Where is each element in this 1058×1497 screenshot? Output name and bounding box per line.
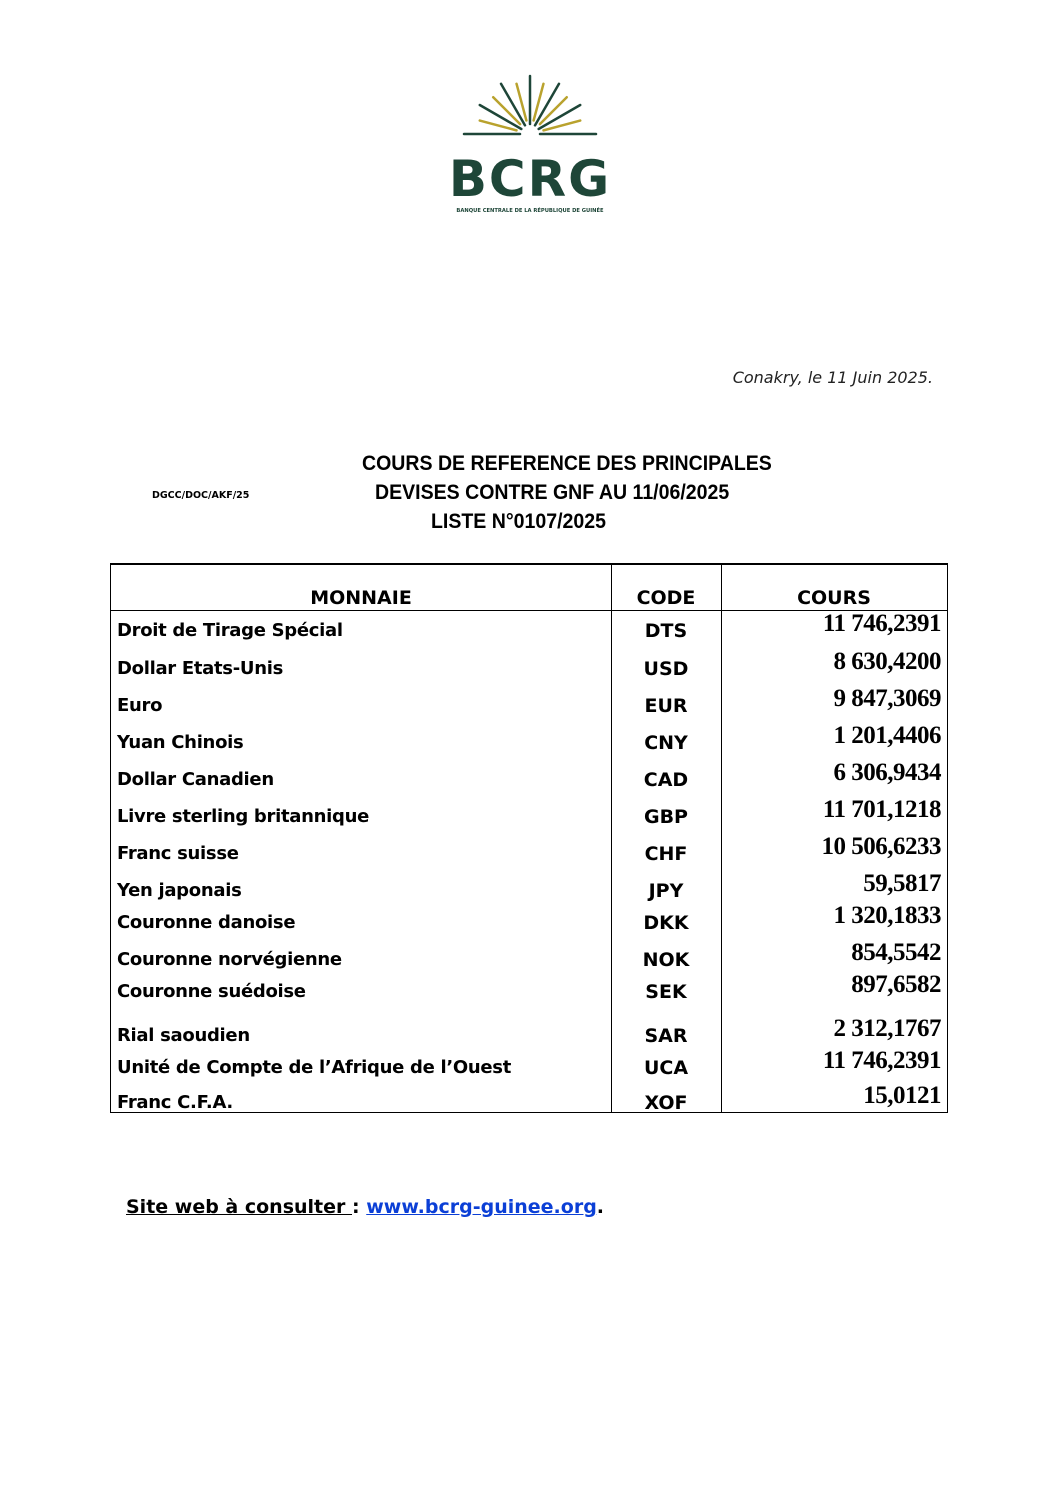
logo-subtitle: BANQUE CENTRALE DE LA RÉPUBLIQUE DE GUIN… [456, 206, 604, 214]
exchange-rate: 9 847,3069 [833, 685, 942, 712]
exchange-rate: 11 746,2391 [822, 610, 942, 637]
currency-code: CNY [644, 732, 688, 754]
title-line-1: COURS DE REFERENCE DES PRINCIPALES [362, 452, 772, 475]
logo-ray [532, 82, 545, 122]
logo-ray [537, 103, 582, 131]
currency-code: CAD [643, 769, 689, 791]
currency-code: NOK [642, 949, 690, 971]
logo-ray [478, 119, 518, 132]
reference-code: DGCC/DOC/AKF/25 [152, 490, 250, 501]
currency-code: XOF [644, 1092, 688, 1114]
currency-name: Couronne norvégienne [117, 949, 342, 970]
currency-name: Franc C.F.A. [117, 1092, 233, 1113]
currency-name: Dollar Etats-Unis [117, 658, 283, 679]
exchange-rate: 15,0121 [863, 1082, 941, 1109]
exchange-rate: 10 506,6233 [821, 833, 942, 860]
bcrg-logo: BCRG BANQUE CENTRALE DE LA RÉPUBLIQUE DE… [449, 74, 611, 214]
footer-end: . [596, 1196, 605, 1218]
logo-ray [491, 95, 522, 126]
currency-name: Yuan Chinois [117, 732, 244, 753]
exchange-rate: 6 306,9434 [833, 759, 942, 786]
exchange-rate: 854,5542 [851, 939, 941, 966]
logo-text: BCRG [449, 150, 611, 208]
logo-ray [499, 82, 527, 127]
header-divider [111, 610, 947, 611]
currency-code: JPY [648, 880, 684, 902]
footer: Site web à consulter : www.bcrg-guinee.o… [126, 1196, 604, 1218]
exchange-rate: 1 201,4406 [833, 722, 942, 749]
exchange-rate: 11 746,2391 [822, 1047, 942, 1074]
currency-code: SAR [644, 1025, 688, 1047]
currency-code: EUR [644, 695, 688, 717]
logo-ray [542, 119, 582, 132]
website-link[interactable]: www.bcrg-guinee.org [366, 1196, 597, 1218]
currency-code: USD [643, 658, 689, 680]
exchange-rate: 8 630,4200 [833, 648, 942, 675]
header-rate: COURS [797, 587, 871, 609]
title-line-2: DEVISES CONTRE GNF AU 11/06/2025 [375, 481, 730, 504]
currency-name: Couronne danoise [117, 912, 296, 933]
currency-name: Franc suisse [117, 843, 239, 864]
logo-ray [533, 82, 561, 127]
footer-label: Site web à consulter [126, 1196, 353, 1218]
currency-code: SEK [645, 981, 687, 1003]
exchange-rate: 897,6582 [851, 971, 941, 998]
currency-code: UCA [643, 1057, 689, 1079]
exchange-rate: 2 312,1767 [833, 1015, 942, 1042]
exchange-rate: 11 701,1218 [822, 796, 942, 823]
currency-name: Livre sterling britannique [117, 806, 370, 827]
exchange-rate: 1 320,1833 [833, 902, 942, 929]
exchange-rate: 59,5817 [863, 870, 941, 897]
currency-name: Unité de Compte de l’Afrique de l’Ouest [117, 1057, 511, 1078]
currency-code: DKK [643, 912, 689, 934]
logo-ray [538, 95, 569, 126]
currency-name: Rial saoudien [117, 1025, 250, 1046]
currency-code: DTS [644, 620, 688, 642]
date-line: Conakry, le 11 Juin 2025. [732, 368, 933, 387]
currency-code: CHF [644, 843, 688, 865]
header-code: CODE [636, 587, 696, 609]
rates-table: MONNAIE CODE COURS Droit de Tirage Spéci… [110, 563, 948, 1114]
footer-separator: : [352, 1196, 367, 1218]
logo-ray [515, 82, 528, 122]
column-divider [611, 565, 612, 1112]
header-currency: MONNAIE [310, 587, 412, 609]
currency-name: Couronne suédoise [117, 981, 306, 1002]
currency-code: GBP [643, 806, 688, 828]
currency-name: Droit de Tirage Spécial [117, 620, 343, 641]
currency-name: Yen japonais [117, 880, 242, 901]
logo-ray [478, 103, 523, 131]
title-line-3: LISTE N°0107/2025 [431, 510, 606, 533]
currency-name: Dollar Canadien [117, 769, 274, 790]
column-divider [721, 565, 722, 1112]
currency-name: Euro [117, 695, 163, 716]
